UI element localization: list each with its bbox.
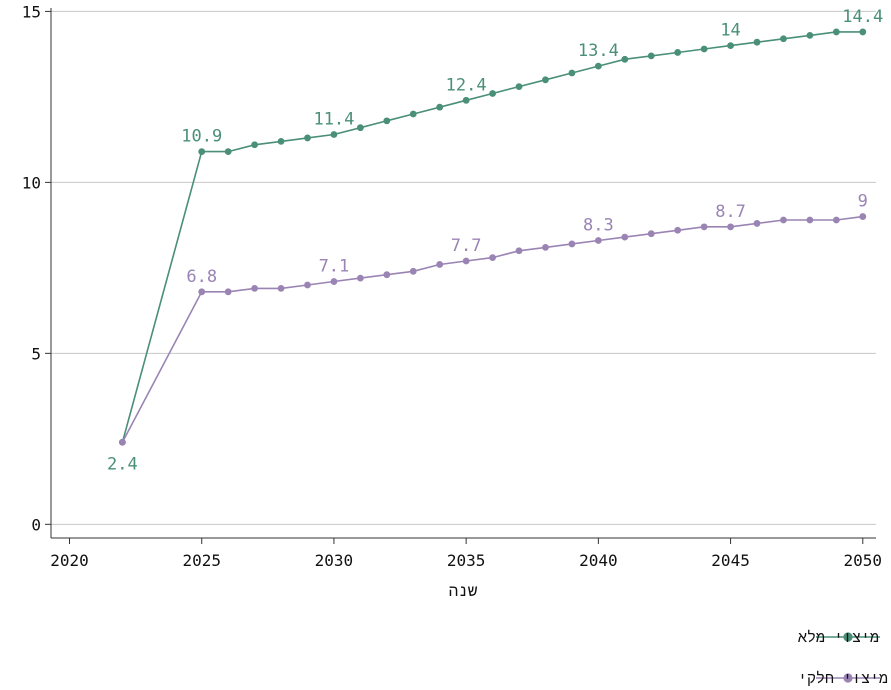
legend: מיצוי מלא מיצוי חלקי [798, 628, 888, 687]
series-2-point [647, 230, 655, 238]
legend-label: מיצוי חלקי [798, 669, 888, 687]
series-2-point [462, 257, 470, 265]
series-1-point [251, 141, 259, 149]
y-tick-label: 5 [31, 344, 41, 363]
series-1-point [700, 45, 708, 53]
series-1-point [515, 83, 523, 91]
series-2-point [542, 243, 549, 251]
series-1-point [304, 134, 311, 142]
axes [50, 8, 876, 539]
data-labels: 2.4 10.9 11.4 12.4 13.4 14 14.4 6.8 7.1 7.7 8.3 8.7… [107, 7, 883, 474]
series-2-point [753, 220, 761, 227]
series-1-point [806, 31, 814, 39]
series-1-point [832, 28, 840, 36]
x-tick-label: 2030 [315, 551, 354, 570]
series-2-point [409, 267, 417, 275]
data-label: 14.4 [842, 7, 883, 27]
data-label: 14 [720, 21, 740, 41]
series-2-point [727, 223, 734, 231]
x-axis-title: שנה [449, 581, 478, 600]
series-line-2 [121, 215, 863, 443]
series-2-point [304, 281, 311, 289]
data-label: 2.4 [107, 454, 138, 474]
series-2-point [780, 216, 787, 224]
series-1-point [542, 76, 549, 84]
series-2-point [621, 233, 629, 241]
series-1-point [568, 69, 576, 77]
x-tick-label: 2050 [844, 551, 883, 570]
series-2-point [515, 247, 523, 255]
series-2-point [832, 216, 840, 224]
series-1-point [383, 117, 391, 125]
series-2-point [568, 240, 576, 248]
y-tick-label: 10 [22, 173, 41, 192]
series-1-point [277, 137, 285, 145]
series-2-point [674, 226, 682, 234]
data-label: 10.9 [181, 127, 222, 147]
series-2-point [700, 223, 708, 231]
x-tick-label: 2025 [182, 551, 221, 570]
series-1-point [621, 55, 629, 63]
series-1-point [753, 38, 761, 46]
series-1-point [674, 49, 682, 56]
data-label: 9 [858, 192, 868, 212]
series-1-point [489, 90, 496, 97]
series-2-point [277, 284, 285, 292]
data-label: 8.3 [583, 216, 614, 236]
series [118, 28, 867, 446]
y-tick-label: 15 [22, 2, 41, 21]
series-2-point [251, 284, 259, 292]
series-1-point [224, 148, 232, 156]
series-1-point [647, 52, 655, 60]
legend-marker [843, 673, 853, 683]
data-label: 8.7 [715, 202, 746, 222]
data-label: 11.4 [313, 110, 354, 130]
y-tick-label: 0 [31, 515, 41, 534]
series-1-point [594, 62, 602, 70]
series-2-point [356, 274, 364, 282]
series-2-point [383, 271, 391, 279]
series-1-point [436, 103, 444, 111]
series-2-point [436, 261, 444, 268]
series-1-point [356, 124, 364, 132]
series-2-point [806, 216, 814, 224]
legend-marker [843, 632, 853, 642]
data-label: 12.4 [446, 75, 487, 95]
legend-label: מיצוי מלא [798, 628, 879, 646]
data-label: 6.8 [186, 267, 217, 287]
series-1-point [330, 131, 338, 138]
series-2-point [594, 237, 602, 244]
series-2-point [330, 278, 338, 285]
series-2-point [489, 254, 496, 262]
series-1-point [409, 110, 417, 118]
series-1-point [462, 96, 470, 104]
series-2-point [224, 288, 232, 296]
data-label: 7.7 [451, 236, 482, 256]
series-1-point [198, 148, 206, 156]
x-tick-label: 2035 [447, 551, 486, 570]
data-label: 13.4 [578, 41, 619, 61]
data-label: 7.1 [319, 257, 350, 277]
series-2-point [859, 213, 867, 220]
x-tick-label: 2045 [711, 551, 750, 570]
x-tick-label: 2040 [579, 551, 618, 570]
tick-labels: 0 5 10 15 2020 2025 2030 2035 2040 2045 2050 [22, 2, 882, 570]
series-1-point [727, 42, 734, 50]
series-1-point [859, 28, 867, 36]
series-1-point [780, 35, 787, 43]
x-tick-label: 2020 [50, 551, 89, 570]
grid-lines [51, 10, 876, 525]
series-2-point [118, 438, 126, 446]
series-2-point [198, 288, 206, 296]
